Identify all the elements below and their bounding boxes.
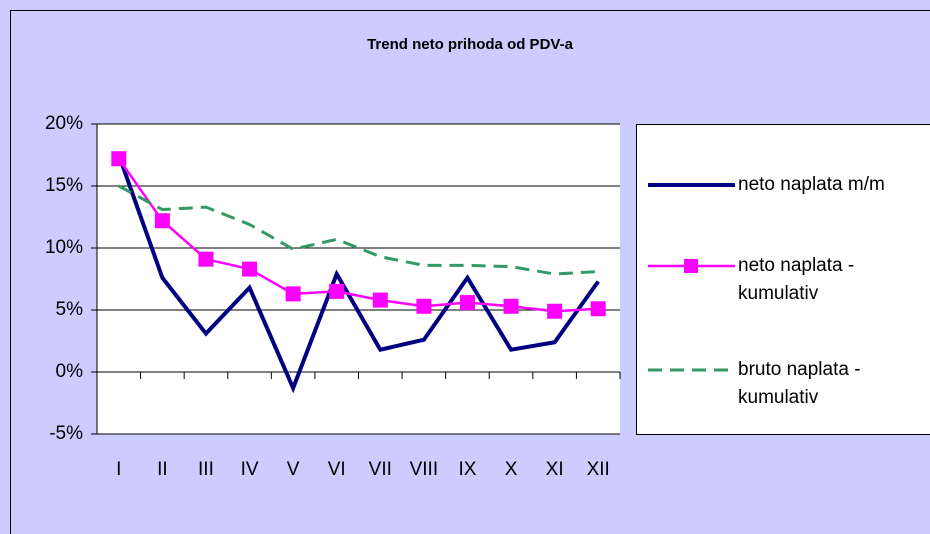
- y-tick-label: 5%: [56, 299, 84, 320]
- x-tick-label: IX: [458, 459, 476, 480]
- x-tick-label: X: [505, 459, 518, 480]
- x-tick-label: III: [198, 459, 214, 480]
- x-tick-label: II: [157, 459, 168, 480]
- x-tick-label: VI: [328, 459, 346, 480]
- marker: [547, 303, 563, 319]
- marker: [416, 298, 432, 314]
- marker: [198, 251, 214, 267]
- x-tick-label: VII: [369, 459, 392, 480]
- marker: [285, 286, 301, 302]
- legend-marker: [684, 259, 698, 273]
- legend-label: bruto naplata - kumulativ: [738, 359, 861, 408]
- series-line: [118, 184, 599, 276]
- marker: [503, 298, 519, 314]
- marker: [111, 151, 127, 167]
- y-tick-label: -5%: [49, 423, 83, 444]
- plot-area: [97, 124, 620, 434]
- legend-label: neto naplata m/m: [738, 174, 885, 195]
- series-line: [116, 154, 600, 394]
- marker: [329, 283, 345, 299]
- y-tick-label: 0%: [56, 361, 84, 382]
- x-tick-label: XI: [546, 459, 564, 480]
- chart-title: Trend neto prihoda od PDV-a: [367, 36, 574, 53]
- marker: [459, 295, 475, 311]
- y-tick-label: 15%: [45, 175, 83, 196]
- x-tick-label: V: [287, 459, 300, 480]
- marker: [372, 292, 388, 308]
- x-tick-label: VIII: [410, 459, 439, 480]
- marker: [154, 213, 170, 229]
- x-tick-label: I: [116, 459, 121, 480]
- x-tick-label: IV: [241, 459, 259, 480]
- x-tick-label: XII: [587, 459, 610, 480]
- y-tick-label: 20%: [45, 113, 83, 134]
- legend-box: [636, 124, 930, 435]
- y-tick-label: 10%: [45, 237, 83, 258]
- marker: [242, 261, 258, 277]
- legend-label: neto naplata - kumulativ: [738, 255, 855, 304]
- marker: [590, 301, 606, 317]
